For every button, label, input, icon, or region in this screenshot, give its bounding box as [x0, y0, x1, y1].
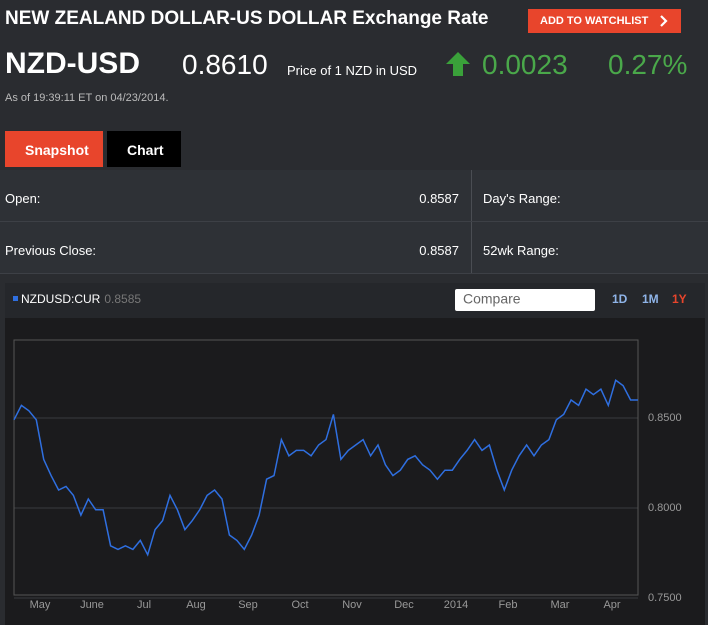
tab-snapshot[interactable]: Snapshot	[5, 131, 103, 167]
series-line	[13, 378, 638, 557]
x-tick-label: Sep	[238, 599, 258, 611]
range-button[interactable]: 1M	[642, 292, 659, 306]
x-tick-label: Mar	[551, 599, 570, 611]
stat-label: 52wk Range:	[483, 243, 559, 258]
plot-frame	[13, 339, 639, 596]
button-label: ADD TO WATCHLIST	[540, 15, 649, 27]
divider	[471, 170, 472, 221]
change: 0.0023	[482, 49, 568, 80]
legend-swatch	[13, 296, 18, 301]
x-tick-label: June	[80, 599, 104, 611]
range-button[interactable]: 1D	[612, 292, 628, 306]
stat-value: 0.8587	[419, 243, 459, 258]
compare-input[interactable]	[455, 289, 595, 311]
y-tick-label: 0.7500	[648, 592, 682, 604]
stat-label: Open:	[5, 191, 41, 206]
x-tick-label: May	[30, 599, 51, 611]
stats-row: Open: 0.8587 Day's Range:	[0, 170, 708, 222]
plot-background	[5, 318, 705, 625]
chevron-icon	[660, 15, 668, 27]
y-tick-label: 0.8500	[648, 412, 682, 424]
tab-chart[interactable]: Chart	[107, 131, 181, 167]
legend-label: NZDUSD:CUR	[21, 292, 101, 306]
range-button[interactable]: 1Y	[672, 292, 687, 306]
stat-label: Previous Close:	[5, 243, 97, 258]
price: 0.8610	[182, 49, 268, 80]
legend-value: 0.8585	[104, 292, 141, 306]
x-tick-label: Feb	[499, 599, 518, 611]
tab-label: Snapshot	[25, 142, 89, 158]
stat-value: 0.8587	[419, 191, 459, 206]
x-tick-label: Aug	[186, 599, 206, 611]
stat-label: Day's Range:	[483, 191, 561, 206]
symbol: NZD-USD	[5, 47, 140, 80]
x-tick-label: Dec	[394, 599, 414, 611]
timestamp: As of 19:39:11 ET on 04/23/2014.	[5, 92, 169, 104]
x-tick-label: 2014	[444, 599, 468, 611]
title: NEW ZEALAND DOLLAR-US DOLLAR Exchange Ra…	[5, 8, 489, 29]
compare-placeholder: Compare	[463, 291, 521, 307]
stats-row: Previous Close: 0.8587 52wk Range:	[0, 222, 708, 274]
price-note: Price of 1 NZD in USD	[287, 63, 418, 78]
y-tick-label: 0.8000	[648, 502, 682, 514]
watchlist-button[interactable]: ADD TO WATCHLIST	[528, 9, 681, 33]
divider	[471, 222, 472, 273]
chart: Compare NZDUSD:CUR 0.8585 1D 1M 1Y 0.7500 0.80…	[5, 283, 705, 625]
change-percent: 0.27%	[608, 49, 688, 80]
up-arrow-icon	[446, 52, 470, 76]
x-tick-label: Nov	[342, 599, 362, 611]
tab-label: Chart	[127, 142, 164, 158]
x-tick-label: Oct	[291, 599, 308, 611]
x-tick-label: Jul	[137, 599, 151, 611]
x-tick-label: Apr	[603, 599, 620, 611]
